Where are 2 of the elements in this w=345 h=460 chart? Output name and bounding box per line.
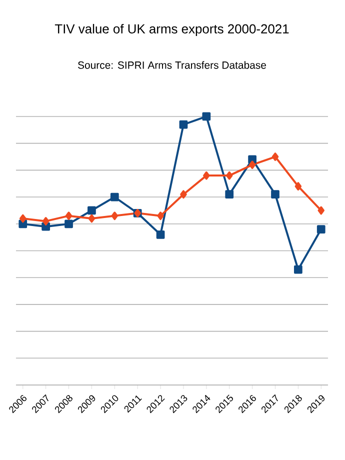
chart-title: TIV value of UK arms exports 2000-2021 <box>54 24 289 36</box>
chart-subtitle: Source: SIPRI Arms Transfers Database <box>78 61 266 69</box>
